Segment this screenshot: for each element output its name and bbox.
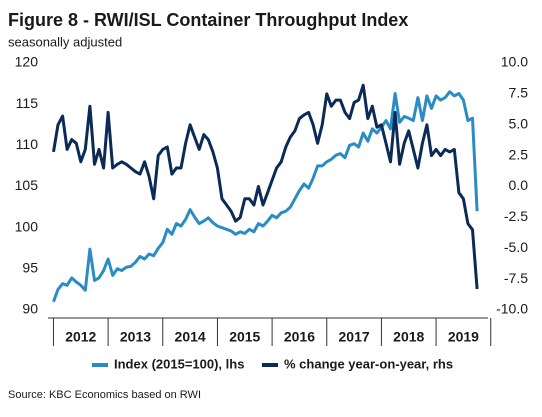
- legend-label: Index (2015=100), lhs: [114, 356, 244, 371]
- y-tick-label: 100: [15, 218, 39, 234]
- y2-tick-label: -5.0: [504, 239, 528, 255]
- series-line: [52, 83, 479, 290]
- y2-tick-label: -10.0: [496, 301, 528, 317]
- x-tick-label: 2012: [65, 329, 96, 345]
- x-tick-label: 2018: [393, 329, 424, 345]
- chart-title: Figure 8 - RWI/ISL Container Throughput …: [8, 10, 408, 30]
- y2-tick-label: 7.5: [509, 85, 529, 101]
- x-tick-label: 2015: [229, 329, 260, 345]
- x-tick-label: 2016: [284, 329, 315, 345]
- series-line: [52, 90, 479, 303]
- y-tick-label: 115: [16, 95, 39, 111]
- y-tick-label: 105: [15, 177, 39, 193]
- y-tick-label: 110: [16, 136, 39, 152]
- legend-label: % change year-on-year, rhs: [284, 356, 453, 371]
- x-tick-label: 2014: [175, 329, 206, 345]
- source: Source: KBC Economics based on RWI: [8, 389, 201, 401]
- y2-tick-label: 2.5: [509, 146, 529, 162]
- y2-tick-label: -7.5: [504, 270, 528, 286]
- x-tick-label: 2017: [339, 329, 370, 345]
- y-tick-label: 90: [22, 301, 38, 317]
- y2-tick-label: 0.0: [509, 177, 529, 193]
- y-tick-label: 120: [15, 54, 39, 70]
- y-tick-label: 95: [22, 260, 38, 276]
- y2-tick-label: -2.5: [504, 208, 528, 224]
- x-tick-label: 2019: [448, 329, 479, 345]
- y2-tick-label: 5.0: [509, 115, 529, 131]
- x-tick-label: 2013: [120, 329, 151, 345]
- y2-tick-label: 10.0: [501, 54, 528, 70]
- chart-subtitle: seasonally adjusted: [8, 34, 122, 49]
